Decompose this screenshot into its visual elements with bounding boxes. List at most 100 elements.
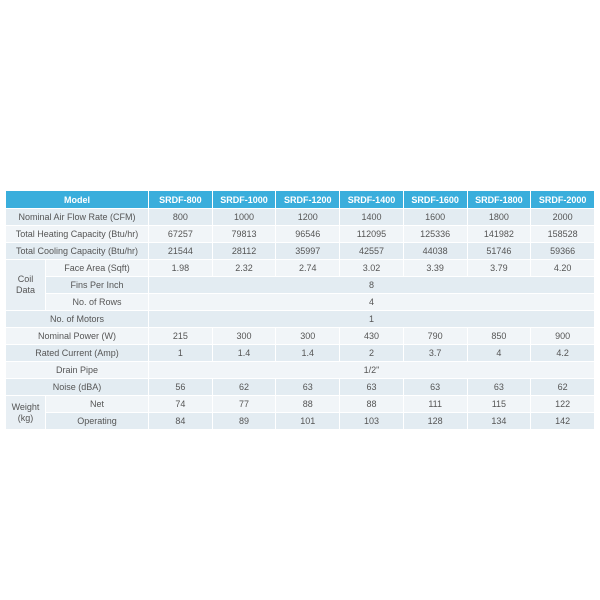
row-label: Noise (dBA)	[5, 378, 149, 396]
table-row: Nominal Air Flow Rate (CFM) 800 1000 1200 14…	[5, 208, 595, 226]
value-cell: 430	[339, 327, 404, 345]
value-cell: 1	[148, 344, 213, 362]
value-cell: 112095	[339, 225, 404, 243]
table-row: Rated Current (Amp) 1 1.4 1.4 2 3.7 4 4.2	[5, 344, 595, 362]
value-cell: 4.2	[530, 344, 595, 362]
value-cell: 96546	[275, 225, 341, 243]
value-cell: 141982	[466, 225, 532, 243]
row-label: No. of Motors	[5, 310, 149, 328]
value-cell: 2.32	[211, 259, 277, 277]
value-cell: 88	[275, 395, 341, 413]
value-cell: 128	[402, 412, 468, 430]
value-cell: 63	[402, 378, 468, 396]
table-row: Total Cooling Capacity (Btu/hr) 21544 2811…	[5, 242, 595, 260]
value-cell: 2000	[530, 208, 595, 226]
value-cell: 134	[466, 412, 532, 430]
value-cell: 1	[148, 310, 595, 328]
header-cell: SRDF-1800	[466, 190, 532, 209]
row-label: Operating	[45, 412, 149, 430]
header-cell: SRDF-1600	[402, 190, 468, 209]
row-label: Total Cooling Capacity (Btu/hr)	[5, 242, 149, 260]
value-cell: 63	[275, 378, 341, 396]
value-cell: 800	[148, 208, 213, 226]
row-label: Drain Pipe	[5, 361, 149, 379]
table-row: Fins Per Inch 8	[6, 276, 595, 294]
table-row: Operating 84 89 101 103 128 134 142	[6, 412, 595, 430]
value-cell: 101	[275, 412, 341, 430]
value-cell: 158528	[530, 225, 595, 243]
row-label: Total Heating Capacity (Btu/hr)	[5, 225, 149, 243]
value-cell: 44038	[402, 242, 468, 260]
value-cell: 56	[148, 378, 213, 396]
value-cell: 900	[530, 327, 595, 345]
value-cell: 790	[402, 327, 468, 345]
value-cell: 115	[466, 395, 532, 413]
value-cell: 89	[211, 412, 277, 430]
row-label: No. of Rows	[45, 293, 149, 311]
value-cell: 142	[530, 412, 595, 430]
group-label: Coil Data	[5, 259, 46, 311]
value-cell: 63	[466, 378, 532, 396]
value-cell: 8	[148, 276, 595, 294]
value-cell: 1600	[402, 208, 468, 226]
value-cell: 59366	[530, 242, 595, 260]
value-cell: 62	[530, 378, 595, 396]
value-cell: 21544	[148, 242, 213, 260]
value-cell: 2.74	[275, 259, 341, 277]
table-row: Nominal Power (W) 215 300 300 430 790 850 900	[5, 327, 595, 345]
header-cell: SRDF-1000	[211, 190, 277, 209]
value-cell: 35997	[275, 242, 341, 260]
row-label: Fins Per Inch	[45, 276, 149, 294]
value-cell: 67257	[148, 225, 213, 243]
value-cell: 850	[466, 327, 532, 345]
value-cell: 3.7	[402, 344, 468, 362]
row-label: Face Area (Sqft)	[45, 259, 149, 277]
table-row: Weight (kg) Net 74 77 88 88 111 115 122	[5, 395, 595, 430]
value-cell: 4.20	[530, 259, 595, 277]
value-cell: 77	[211, 395, 277, 413]
value-cell: 74	[148, 395, 213, 413]
row-label: Net	[45, 395, 149, 413]
table-row: Total Heating Capacity (Btu/hr) 67257 7981…	[5, 225, 595, 243]
value-cell: 111	[402, 395, 468, 413]
table-row: Noise (dBA) 56 62 63 63 63 63 62	[5, 378, 595, 396]
header-row: Model SRDF-800 SRDF-1000 SRDF-1200 SRDF-1400…	[5, 190, 595, 209]
value-cell: 62	[211, 378, 277, 396]
value-cell: 1.4	[275, 344, 341, 362]
value-cell: 1/2"	[148, 361, 595, 379]
value-cell: 88	[339, 395, 404, 413]
value-cell: 3.39	[402, 259, 468, 277]
value-cell: 1.98	[148, 259, 213, 277]
value-cell: 1400	[339, 208, 404, 226]
header-cell: SRDF-2000	[530, 190, 595, 209]
row-label: Nominal Power (W)	[5, 327, 149, 345]
value-cell: 122	[530, 395, 595, 413]
value-cell: 103	[339, 412, 404, 430]
group-label: Weight (kg)	[5, 395, 46, 430]
value-cell: 4	[466, 344, 532, 362]
row-label: Rated Current (Amp)	[5, 344, 149, 362]
header-cell: SRDF-1400	[339, 190, 404, 209]
value-cell: 300	[275, 327, 341, 345]
table-row: No. of Motors 1	[5, 310, 595, 328]
row-label: Nominal Air Flow Rate (CFM)	[5, 208, 149, 226]
value-cell: 1.4	[211, 344, 277, 362]
header-cell: Model	[5, 190, 149, 209]
value-cell: 125336	[402, 225, 468, 243]
table-row: No. of Rows 4	[6, 293, 595, 311]
table-row: Drain Pipe 1/2"	[5, 361, 595, 379]
value-cell: 28112	[211, 242, 277, 260]
value-cell: 3.79	[466, 259, 532, 277]
value-cell: 42557	[339, 242, 404, 260]
spec-table: Model SRDF-800 SRDF-1000 SRDF-1200 SRDF-1400…	[5, 190, 595, 430]
table-row: Coil Data Face Area (Sqft) 1.98 2.32 2.74 3.0…	[5, 259, 595, 311]
value-cell: 1200	[275, 208, 341, 226]
value-cell: 3.02	[339, 259, 404, 277]
header-cell: SRDF-1200	[275, 190, 341, 209]
value-cell: 1800	[466, 208, 532, 226]
table-body: Nominal Air Flow Rate (CFM) 800 1000 1200 14…	[5, 208, 595, 430]
value-cell: 1000	[211, 208, 277, 226]
value-cell: 51746	[466, 242, 532, 260]
value-cell: 79813	[211, 225, 277, 243]
